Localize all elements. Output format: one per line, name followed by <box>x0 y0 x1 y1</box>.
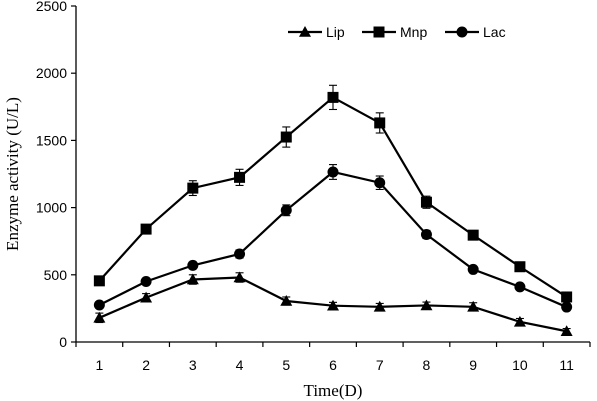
data-point-lac <box>93 299 105 311</box>
data-point-lac <box>420 228 432 240</box>
series-group <box>93 84 573 337</box>
x-tick-label: 5 <box>282 357 290 373</box>
x-tick-label: 4 <box>236 357 244 373</box>
x-tick-label: 7 <box>376 357 384 373</box>
y-tick-label: 1500 <box>36 132 67 148</box>
data-point-lac <box>234 248 246 260</box>
data-point-mnp <box>187 182 199 194</box>
legend-marker-mnp <box>373 26 385 38</box>
data-point-mnp <box>561 291 573 303</box>
x-tick-label: 9 <box>469 357 477 373</box>
x-tick-label: 8 <box>423 357 431 373</box>
legend-item-mnp: Mnp <box>362 24 427 40</box>
data-point-mnp <box>93 275 105 287</box>
data-point-lip <box>233 271 246 283</box>
y-tick-label: 2500 <box>36 0 67 14</box>
data-point-mnp <box>280 131 292 143</box>
data-point-lip <box>420 299 433 311</box>
series-mnp <box>93 84 573 303</box>
y-tick-label: 500 <box>44 267 68 283</box>
data-point-lac <box>374 177 386 189</box>
y-tick-label: 0 <box>59 334 67 350</box>
x-tick-label: 11 <box>559 357 574 373</box>
legend-item-lip: Lip <box>288 24 345 40</box>
data-point-lac <box>561 301 573 313</box>
x-tick-label: 1 <box>95 357 103 373</box>
x-tick-label: 6 <box>329 357 337 373</box>
x-tick-label: 10 <box>512 357 528 373</box>
data-point-lac <box>280 204 292 216</box>
y-tick-label: 1000 <box>36 200 67 216</box>
legend-label: Lac <box>483 24 506 40</box>
data-point-lip <box>560 325 573 337</box>
data-point-lac <box>514 281 526 293</box>
data-point-mnp <box>327 91 339 103</box>
axes <box>75 6 590 343</box>
data-point-lac <box>187 259 199 271</box>
data-point-mnp <box>234 171 246 183</box>
x-tick-label: 2 <box>142 357 150 373</box>
legend-marker-lac <box>456 26 468 38</box>
legend-label: Mnp <box>400 24 427 40</box>
tick-group: 0 500 1000 1500 2000 2500 1 2 3 4 5 6 7 8 9 10 11 <box>36 0 591 373</box>
legend-label: Lip <box>326 24 345 40</box>
data-point-mnp <box>420 196 432 208</box>
data-point-lac <box>140 276 152 288</box>
data-point-lip <box>513 315 526 327</box>
data-point-lip <box>280 295 293 306</box>
data-point-mnp <box>514 261 526 273</box>
data-point-mnp <box>374 117 386 129</box>
data-point-lip <box>93 311 106 323</box>
data-point-lip <box>373 300 386 312</box>
y-tick-label: 2000 <box>36 65 67 81</box>
legend-item-lac: Lac <box>445 24 506 40</box>
legend-marker-lip <box>299 26 311 37</box>
data-point-lac <box>327 166 339 178</box>
x-axis-title: Time(D) <box>304 381 363 400</box>
x-tick-label: 3 <box>189 357 197 373</box>
y-axis-title: Enzyme activity (U/L) <box>3 97 22 251</box>
data-point-mnp <box>467 229 479 241</box>
data-point-lip <box>327 299 339 311</box>
series-lac <box>93 164 573 313</box>
data-point-lip <box>186 273 199 285</box>
data-point-lac <box>467 263 479 275</box>
legend: Lip Mnp Lac <box>288 24 506 40</box>
data-point-lip <box>140 291 153 303</box>
series-line-mnp <box>98 96 568 298</box>
series-line-lac <box>98 170 568 309</box>
series-lip <box>93 271 573 337</box>
data-point-mnp <box>140 223 152 235</box>
data-point-lip <box>467 300 480 312</box>
